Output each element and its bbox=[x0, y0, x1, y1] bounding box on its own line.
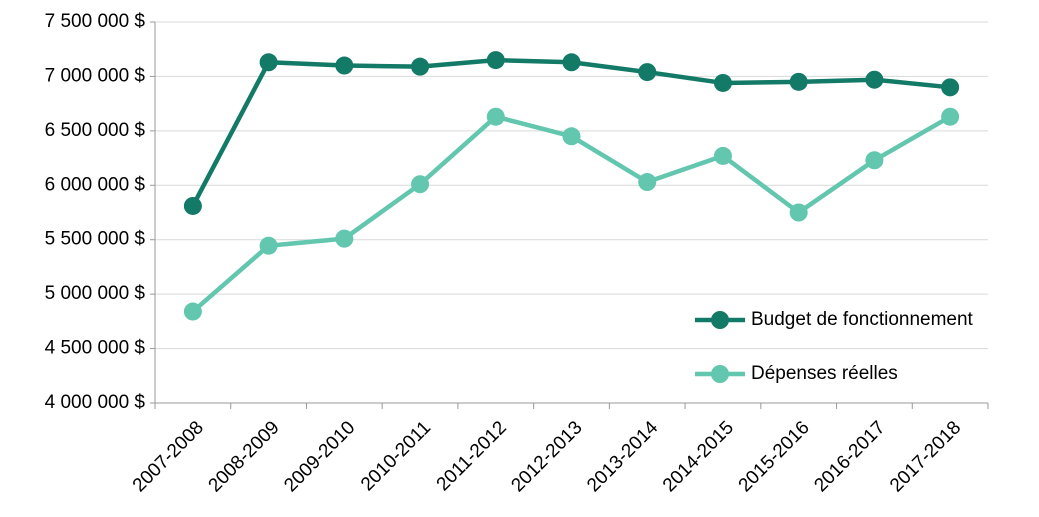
marker bbox=[638, 63, 657, 82]
x-tick-label: 2011-2012 bbox=[433, 417, 511, 495]
y-tick-label: 6 000 000 $ bbox=[45, 174, 146, 195]
x-tick-label: 2007-2008 bbox=[129, 417, 208, 496]
y-tick-label: 4 000 000 $ bbox=[45, 392, 146, 413]
marker bbox=[789, 203, 808, 222]
marker bbox=[486, 51, 505, 70]
marker bbox=[335, 229, 354, 248]
marker bbox=[865, 70, 884, 89]
legend-marker bbox=[711, 311, 729, 329]
marker bbox=[789, 72, 808, 91]
x-tick-label: 2017-2018 bbox=[886, 417, 965, 496]
y-tick-label: 5 500 000 $ bbox=[45, 229, 146, 250]
series-line bbox=[191, 114, 952, 314]
marker bbox=[335, 56, 354, 75]
marker bbox=[183, 196, 202, 215]
legend-label: Budget de fonctionnement bbox=[751, 309, 974, 330]
y-tick-label: 7 000 000 $ bbox=[45, 65, 146, 86]
y-tick-label: 6 500 000 $ bbox=[45, 120, 146, 141]
x-tick-label: 2009-2010 bbox=[280, 417, 359, 496]
marker bbox=[562, 53, 581, 72]
x-tick-label: 2008-2009 bbox=[205, 417, 284, 496]
marker bbox=[713, 146, 732, 165]
y-tick-label: 4 500 000 $ bbox=[45, 338, 146, 359]
marker bbox=[713, 73, 732, 92]
marker bbox=[562, 127, 581, 146]
x-tick-label: 2015-2016 bbox=[735, 417, 814, 496]
marker bbox=[638, 173, 657, 192]
x-tick-label: 2014-2015 bbox=[659, 417, 738, 496]
marker bbox=[259, 53, 278, 72]
y-tick-label: 5 000 000 $ bbox=[45, 283, 146, 304]
legend-marker bbox=[711, 365, 729, 383]
y-tick-label: 7 500 000 $ bbox=[45, 11, 146, 32]
x-tick-label: 2013-2014 bbox=[583, 417, 662, 496]
marker bbox=[865, 151, 884, 170]
marker bbox=[183, 302, 202, 321]
marker bbox=[259, 236, 278, 255]
marker bbox=[411, 175, 430, 194]
x-tick-label: 2010-2011 bbox=[357, 417, 435, 495]
x-tick-label: 2012-2013 bbox=[507, 417, 586, 496]
legend-label: Dépenses réelles bbox=[751, 363, 898, 384]
marker bbox=[486, 107, 505, 126]
marker bbox=[941, 78, 960, 97]
marker bbox=[411, 57, 430, 76]
marker bbox=[941, 107, 960, 126]
x-tick-label: 2016-2017 bbox=[810, 417, 889, 496]
